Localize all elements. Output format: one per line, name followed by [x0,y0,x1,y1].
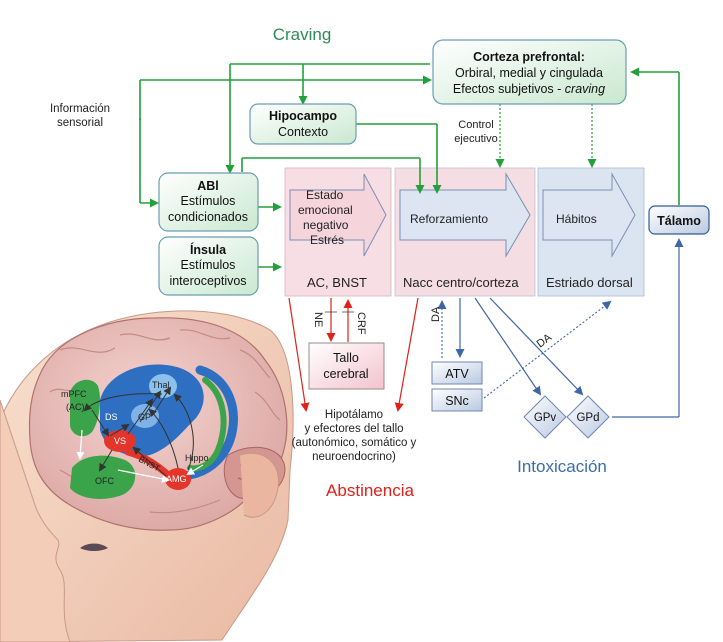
blue-dotted-connectors [437,300,612,399]
estado-line-2: emocional [298,203,353,217]
box-insula: Ínsula Estímulos interoceptivos [158,236,259,296]
insula-line-2: Estímulos [181,258,236,272]
label-abstinencia: Abstinencia [326,481,414,500]
signal-crf: CRF [355,312,367,335]
gpd-title: GPd [576,412,599,424]
estado-line-1: Estado [306,188,344,202]
estado-line-3: negativo [303,218,349,232]
box-corteza-prefrontal: Corteza prefrontal: Orbiral, medial y ci… [432,39,627,105]
atv-title: ATV [445,367,469,381]
estriado-arrow-text: Hábitos [556,212,597,226]
nacc-arrow-text: Reforzamiento [410,212,488,226]
control-dotted-arrows [495,104,597,168]
brain-label-amg: AMG [166,474,187,484]
brain-label-ac: (AC) [66,402,85,412]
box-atv: ATV [431,361,483,385]
talamo-title: Tálamo [657,214,701,228]
nacc-bottom-label: Nacc centro/corteza [403,275,519,290]
gpv-title: GPv [534,412,557,424]
box-gpd: GPd [566,395,610,439]
box-abl: ABl Estímulos condicionados [158,172,259,232]
green-connectors [139,63,680,272]
corteza-line-3-plain: Efectos subjetivos - [453,82,565,96]
ear-shape [239,452,279,518]
corteza-title: Corteza prefrontal: [473,50,585,64]
corteza-line-3-italic: craving [565,82,605,96]
brain-label-ds: DS [105,412,118,422]
blue-connectors [455,238,684,418]
insula-title: Ínsula [190,242,227,257]
tallo-line-1: Tallo [333,351,359,365]
label-control-line-2: ejecutivo [454,133,497,145]
hipotalamo-line-4: neuroendocrino) [312,451,396,463]
hipotalamo-line-3: (autonómico, somático y [292,437,417,449]
abl-title: ABl [197,179,219,193]
estriado-bottom-label: Estriado dorsal [546,275,633,290]
brain-white-arrows [76,429,204,483]
estado-bottom-label: AC, BNST [307,275,367,290]
box-talamo: Tálamo [648,205,710,235]
vs-region [104,430,136,452]
amg-region [165,468,191,490]
panel-estriado: Hábitos Estriado dorsal [537,167,645,297]
panel-nacc: Reforzamiento Nacc centro/corteza [394,167,536,297]
red-connectors [288,297,419,412]
panel-estado: Estado emocional negativo Estrés AC, BNS… [284,167,392,297]
label-intoxicacion: Intoxicación [517,457,607,476]
estado-line-4: Estrés [310,233,344,247]
box-gpv: GPv [523,395,567,439]
tallo-line-2: cerebral [323,367,368,381]
insula-line-3: interoceptivos [169,274,246,288]
brain-label-thal: Thal [152,380,170,390]
box-tallo-cerebral: Tallo cerebral [308,342,385,390]
abl-line-3: condicionados [168,210,248,224]
brain-label-mpfc: mPFC [61,389,87,399]
brain-label-gp: GP [138,412,151,422]
brain-illustration: mPFC (AC) DS GP Thal VS BNST OFC AMG Hip… [0,310,294,642]
eye-shape [80,543,108,551]
face-profile [0,399,71,642]
brain-label-hippo: Hippo [185,453,209,463]
signal-ne: NE [312,312,324,327]
snc-title: SNc [445,394,469,408]
brain-label-ofc: OFC [95,476,114,486]
corteza-line-3: Efectos subjetivos - craving [453,82,605,96]
signal-da-1: DA [430,306,442,322]
label-craving: Craving [273,25,332,44]
hipocampo-title: Hipocampo [269,109,337,123]
label-info-line-1: Información [50,103,110,115]
corteza-line-2: Orbiral, medial y cingulada [455,66,603,80]
brain-label-vs: VS [114,436,126,446]
box-snc: SNc [431,388,483,412]
abl-line-2: Estímulos [181,194,236,208]
hipocampo-line-2: Contexto [278,125,328,139]
box-hipocampo: Hipocampo Contexto [249,103,357,145]
hippo-curve [185,365,238,480]
hipotalamo-line-1: Hipotálamo [325,409,383,421]
ofc-region [70,455,136,499]
label-control-line-1: Control [458,119,493,131]
brain-circuit-arrows [83,386,194,477]
hipotalamo-line-2: y efectores del tallo [304,423,403,435]
label-info-line-2: sensorial [57,117,103,129]
